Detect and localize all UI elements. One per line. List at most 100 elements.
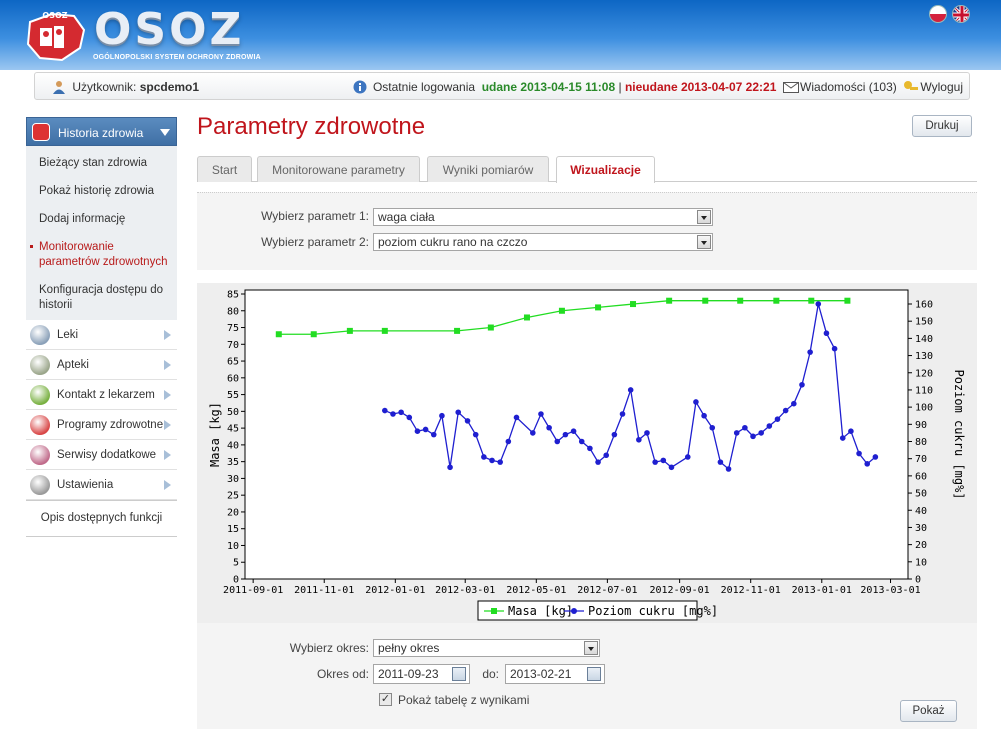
user-icon: [52, 80, 66, 94]
sidebar-item-doctor[interactable]: Kontakt z lekarzem: [26, 380, 177, 410]
poland-map-logo-icon[interactable]: OSOZ: [22, 8, 88, 64]
chevron-down-icon: [160, 129, 170, 136]
x-tick-label: 2012-03-01: [435, 585, 495, 596]
glucose-point: [693, 399, 699, 405]
tab-start[interactable]: Start: [197, 156, 252, 182]
logo-small-text: OSOZ: [42, 11, 67, 20]
glucose-point: [627, 387, 634, 393]
chevron-right-icon: [164, 450, 171, 460]
param1-select[interactable]: waga ciała: [373, 208, 713, 226]
tab-visualizations[interactable]: Wizualizacje: [556, 156, 655, 183]
right-y-tick-label: 70: [915, 454, 927, 465]
help-link[interactable]: Opis dostępnych funkcji: [26, 500, 177, 537]
glucose-point: [578, 438, 585, 445]
sidebar-item-services[interactable]: Serwisy dodatkowe: [26, 440, 177, 470]
glucose-point: [750, 433, 756, 440]
weight-point: [702, 297, 709, 304]
english-language-flag-icon[interactable]: [952, 5, 970, 23]
sidebar-item-caduceus[interactable]: Apteki: [26, 350, 177, 380]
glucose-point: [774, 416, 781, 422]
subnav-access-config[interactable]: Konfiguracja dostępu do historii: [39, 284, 164, 311]
doctor-icon: [30, 385, 50, 405]
sidebar-subnav: Bieżący stan zdrowia Pokaż historię zdro…: [26, 146, 177, 320]
parameter-form: Wybierz parametr 1: waga ciała Wybierz p…: [197, 192, 977, 270]
messages-link[interactable]: Wiadomości (103): [800, 80, 897, 94]
header: OSOZ OSOZ OGÓLNOPOLSKI SYSTEM OCHRONY ZD…: [0, 0, 1001, 70]
glucose-point: [422, 426, 429, 433]
x-tick-label: 2011-11-01: [294, 585, 354, 596]
left-y-tick-label: 10: [227, 541, 239, 552]
subnav-show-history[interactable]: Pokaż historię zdrowia: [39, 185, 155, 197]
glucose-point: [815, 301, 822, 307]
chart-svg: 0 5 10 15 20 25 30 35 40 45 50 55 60 65 70 75 80 85 0 10 20 3…: [208, 289, 966, 621]
tab-monitored-params[interactable]: Monitorowane parametry: [257, 156, 420, 182]
polish-language-flag-icon[interactable]: [929, 5, 947, 23]
glucose-point: [481, 454, 487, 460]
right-y-tick-label: 110: [915, 385, 933, 396]
glucose-point: [455, 409, 462, 416]
glucose-point: [546, 424, 552, 431]
glucose-point: [652, 459, 658, 465]
glucose-point: [538, 411, 544, 417]
caduceus-icon: [30, 355, 50, 375]
sidebar-item-label: Apteki: [57, 359, 89, 371]
period-select[interactable]: pełny okres: [373, 639, 600, 657]
glucose-point: [807, 349, 813, 355]
user-bar: Użytkownik: spcdemo1 Ostatnie logowania …: [34, 72, 970, 100]
left-y-axis-label: Masa [kg]: [208, 402, 222, 467]
sidebar-item-shield[interactable]: Programy zdrowotne: [26, 410, 177, 440]
glucose-point: [636, 436, 642, 443]
print-button[interactable]: Drukuj: [912, 115, 972, 137]
glucose-point: [505, 438, 512, 445]
to-date-input[interactable]: 2013-02-21: [505, 664, 605, 684]
subnav-add-info[interactable]: Dodaj informację: [39, 213, 126, 225]
x-tick-label: 2013-01-01: [792, 585, 852, 596]
left-y-tick-label: 25: [227, 491, 239, 502]
glucose-point: [513, 414, 520, 421]
right-y-tick-label: 20: [915, 540, 927, 551]
weight-point: [523, 314, 530, 321]
right-y-tick-label: 50: [915, 489, 927, 500]
from-label: Okres od:: [316, 667, 369, 681]
tab-results[interactable]: Wyniki pomiarów: [427, 156, 549, 182]
glucose-point: [725, 466, 732, 472]
x-tick-label: 2012-11-01: [721, 585, 781, 596]
x-tick-label: 2012-01-01: [365, 585, 425, 596]
sidebar-item-gear[interactable]: Ustawienia: [26, 470, 177, 500]
logo-subtitle: OGÓLNOPOLSKI SYSTEM OCHRONY ZDROWIA: [93, 54, 261, 61]
last-login-failed: nieudane 2013-04-07 22:21: [624, 80, 777, 94]
glucose-point: [603, 452, 610, 459]
services-icon: [30, 445, 50, 465]
left-y-tick-label: 65: [227, 357, 239, 368]
param2-select[interactable]: poziom cukru rano na czczo: [373, 233, 713, 251]
right-y-tick-label: 40: [915, 506, 927, 517]
sidebar-item-pills[interactable]: Leki: [26, 320, 177, 350]
glucose-point: [742, 424, 748, 431]
logout-link[interactable]: Wyloguj: [920, 80, 963, 94]
show-button[interactable]: Pokaż: [900, 700, 957, 722]
param1-value: waga ciała: [378, 210, 435, 224]
sidebar-item-health-history[interactable]: Historia zdrowia: [26, 117, 177, 146]
glucose-point: [611, 431, 618, 438]
right-y-tick-label: 130: [915, 351, 933, 362]
calendar-icon[interactable]: [452, 667, 466, 681]
left-y-tick-label: 80: [227, 306, 239, 317]
results-table-checkbox[interactable]: ✓: [379, 693, 392, 706]
from-date-input[interactable]: 2011-09-23: [373, 664, 470, 684]
chevron-right-icon: [164, 390, 171, 400]
sidebar: Historia zdrowia Bieżący stan zdrowia Po…: [26, 117, 177, 500]
glucose-point: [430, 431, 437, 438]
weight-point: [844, 297, 851, 304]
subnav-current-health[interactable]: Bieżący stan zdrowia: [39, 157, 148, 169]
param2-label: Wybierz parametr 2:: [261, 235, 369, 249]
legend-marker-1: [571, 608, 577, 614]
keys-icon[interactable]: [903, 80, 919, 94]
left-y-tick-label: 0: [233, 575, 239, 586]
subnav-monitoring[interactable]: Monitorowanie parametrów zdrowotnych: [26, 234, 177, 277]
envelope-icon[interactable]: [783, 80, 800, 94]
calendar-icon[interactable]: [587, 667, 601, 681]
weight-point: [454, 327, 461, 334]
logo-text[interactable]: OSOZ: [94, 4, 245, 55]
glucose-point: [530, 430, 536, 436]
glucose-point: [390, 411, 396, 417]
